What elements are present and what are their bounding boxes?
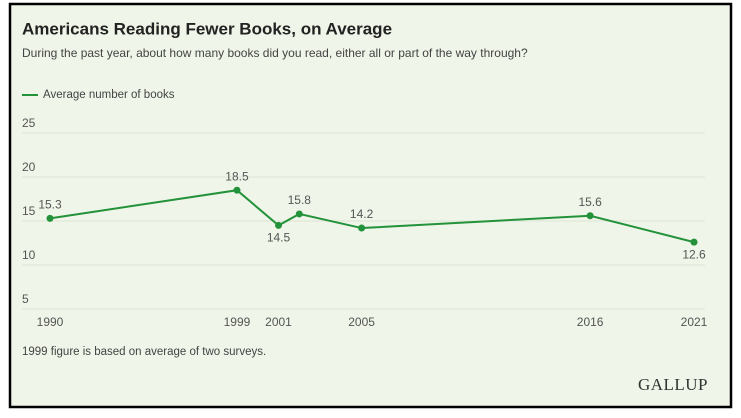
data-point bbox=[690, 238, 698, 246]
legend-label: Average number of books bbox=[43, 89, 175, 101]
chart-subtitle: During the past year, about how many boo… bbox=[22, 46, 528, 60]
data-label: 15.8 bbox=[288, 193, 312, 207]
data-point bbox=[233, 186, 241, 194]
data-label: 18.5 bbox=[225, 169, 249, 183]
x-tick-label: 2005 bbox=[348, 315, 375, 329]
data-label: 15.6 bbox=[578, 195, 602, 209]
data-point bbox=[275, 221, 283, 229]
y-tick-label: 20 bbox=[22, 160, 36, 174]
chart-title: Americans Reading Fewer Books, on Averag… bbox=[22, 19, 392, 38]
data-label: 15.3 bbox=[38, 198, 62, 212]
data-point bbox=[46, 214, 54, 222]
x-tick-label: 2016 bbox=[577, 315, 604, 329]
y-tick-label: 10 bbox=[22, 248, 36, 262]
y-tick-label: 5 bbox=[22, 292, 29, 306]
data-point bbox=[586, 212, 594, 220]
x-tick-label: 2021 bbox=[681, 315, 708, 329]
x-tick-label: 1990 bbox=[37, 315, 64, 329]
data-point bbox=[358, 224, 366, 232]
footnote: 1999 figure is based on average of two s… bbox=[22, 346, 266, 358]
data-label: 12.6 bbox=[682, 247, 706, 261]
x-tick-label: 1999 bbox=[224, 315, 251, 329]
data-point bbox=[295, 210, 303, 218]
y-tick-label: 15 bbox=[22, 204, 36, 218]
source-logo: GALLUP bbox=[638, 375, 708, 394]
x-tick-label: 2001 bbox=[265, 315, 292, 329]
data-label: 14.2 bbox=[350, 207, 374, 221]
data-label: 14.5 bbox=[267, 231, 291, 245]
y-tick-label: 25 bbox=[22, 116, 36, 130]
